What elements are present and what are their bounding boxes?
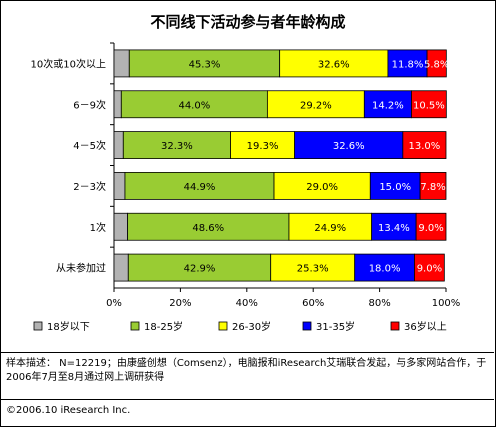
bar-segment	[279, 49, 389, 78]
category-label: 4－5次	[73, 139, 106, 152]
x-tick-label: 80%	[368, 298, 390, 309]
data-label: 10.5%	[413, 100, 445, 111]
data-label: 5.8%	[424, 59, 449, 70]
legend-label: 36岁以上	[404, 320, 447, 333]
data-label: 13.4%	[378, 223, 410, 234]
legend-swatch	[302, 321, 312, 331]
legend-swatch	[390, 321, 400, 331]
data-label: 7.8%	[420, 182, 445, 193]
data-label: 29.2%	[300, 100, 332, 111]
divider-bottom	[0, 399, 494, 400]
x-tick-label: 20%	[169, 298, 191, 309]
data-label: 42.9%	[184, 264, 216, 275]
data-label: 9.0%	[417, 264, 442, 275]
data-label: 24.9%	[314, 223, 346, 234]
bar-segment	[127, 253, 272, 282]
data-label: 13.0%	[409, 141, 441, 152]
plot-area: 0% 20% 40% 60% 80% 100% 10次或10次以上 45.3% 32.6% 11.…	[31, 42, 461, 309]
bar-segment	[411, 90, 447, 119]
data-label: 18.0%	[369, 264, 401, 275]
category-label: 1次	[90, 221, 106, 234]
bar-segment	[414, 253, 445, 282]
bar-segment	[113, 212, 129, 241]
bar-segment	[387, 49, 428, 78]
bar-segment	[113, 172, 126, 200]
bar-segment	[369, 172, 421, 200]
legend: 18岁以下 18-25岁 26-30岁 31-35岁 36岁以上	[33, 320, 447, 333]
chart-title: 不同线下活动参与者年龄构成	[150, 13, 345, 31]
x-tick-label: 60%	[302, 298, 324, 309]
copyright: ©2006.10 iResearch Inc.	[6, 405, 131, 416]
data-label: 14.2%	[372, 100, 404, 111]
bar-segment	[419, 172, 447, 200]
bar-segment	[294, 131, 404, 159]
bar-segment	[122, 131, 231, 159]
data-label: 44.9%	[184, 182, 216, 193]
bar-segment	[124, 172, 275, 200]
legend-swatch	[218, 321, 228, 331]
bar-segment	[266, 90, 365, 119]
data-label: 11.8%	[392, 59, 424, 70]
category-label: 10次或10次以上	[31, 57, 106, 70]
divider-top	[0, 352, 494, 353]
bar-segment	[128, 49, 281, 78]
data-label: 15.0%	[379, 182, 411, 193]
bar-segment	[113, 90, 122, 119]
data-label: 19.3%	[247, 141, 279, 152]
data-label: 48.6%	[192, 223, 224, 234]
legend-label: 18岁以下	[47, 320, 90, 333]
data-label: 45.3%	[189, 59, 221, 70]
legend-label: 26-30岁	[232, 320, 271, 333]
x-tick-label: 0%	[106, 298, 122, 309]
bar-segment	[288, 212, 373, 241]
data-label: 25.3%	[297, 264, 329, 275]
category-label: 2－3次	[73, 180, 106, 193]
bar-segment	[273, 172, 371, 200]
bar-segment	[113, 253, 129, 282]
x-tick-label: 40%	[236, 298, 258, 309]
sample-note: 样本描述： N=12219；由康盛创想（Comsenz），电脑报和iResear…	[6, 358, 487, 383]
legend-swatch	[33, 321, 43, 331]
bar-segment	[371, 212, 417, 241]
bar-segment	[127, 212, 290, 241]
data-label: 9.0%	[418, 223, 443, 234]
category-label: 从未参加过	[56, 262, 106, 275]
legend-swatch	[130, 321, 140, 331]
legend-label: 18-25岁	[144, 320, 183, 333]
data-label: 32.3%	[161, 141, 193, 152]
data-label: 29.0%	[306, 182, 338, 193]
category-label: 6－9次	[73, 98, 106, 111]
bar-segment	[402, 131, 447, 159]
data-label: 32.6%	[318, 59, 350, 70]
bar-segment	[415, 212, 447, 241]
bar-segment	[113, 49, 130, 78]
bar-segment	[426, 49, 447, 78]
data-label: 32.6%	[333, 141, 365, 152]
legend-label: 31-35岁	[316, 320, 355, 333]
data-label: 44.0%	[178, 100, 210, 111]
bar-segment	[113, 131, 124, 159]
x-tick-label: 100%	[432, 298, 461, 309]
bar-segment	[354, 253, 415, 282]
